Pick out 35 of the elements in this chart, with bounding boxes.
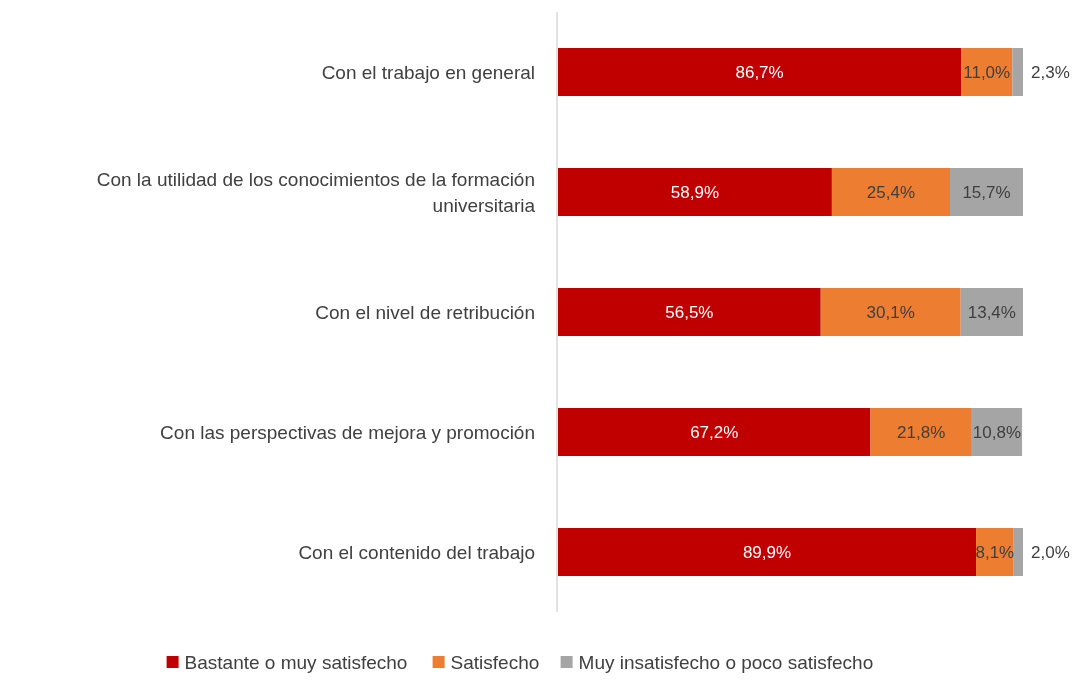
y-tick-label: Con el contenido del trabajo (298, 541, 535, 563)
y-tick-label: Con las perspectivas de mejora y promoción (160, 421, 535, 443)
data-label: 2,3% (1031, 62, 1070, 82)
data-label: 10,8% (972, 422, 1022, 442)
bar (558, 528, 977, 576)
data-label: 67,2% (690, 422, 739, 442)
bar (831, 168, 950, 216)
data-label: 89,9% (742, 542, 792, 562)
bar (558, 48, 962, 96)
data-label: 21,8% (897, 422, 946, 442)
y-tick-label: Con la utilidad de los conocimientos de la formación universitaria (96, 168, 536, 216)
data-label: 86,7% (735, 62, 784, 82)
data-label: 15,7% (962, 182, 1011, 202)
data-label: 11,0% (963, 62, 1011, 82)
legend-label: Bastante o muy satisfecho (184, 651, 408, 673)
bar (820, 288, 961, 336)
legend-label: Muy insatisfecho o poco satisfecho (578, 651, 874, 673)
bar (960, 288, 1023, 336)
data-label: 13,4% (967, 302, 1016, 322)
data-label: 25,4% (866, 182, 916, 202)
bar (870, 408, 972, 456)
data-label: 58,9% (670, 182, 720, 202)
bar (950, 168, 1023, 216)
bar (1012, 48, 1023, 96)
bar (558, 168, 832, 216)
data-label: 30,1% (866, 302, 915, 322)
bar (1013, 528, 1023, 576)
y-tick-label: Con el trabajo en general (321, 61, 535, 83)
bar (558, 408, 871, 456)
data-label: 2,0% (1031, 542, 1070, 562)
legend-label: Satisfecho (450, 651, 540, 673)
bar (558, 288, 821, 336)
y-tick-label: Con el nivel de retribución (315, 301, 535, 323)
data-label: 56,5% (665, 302, 714, 322)
data-label: 8,1% (975, 542, 1015, 562)
